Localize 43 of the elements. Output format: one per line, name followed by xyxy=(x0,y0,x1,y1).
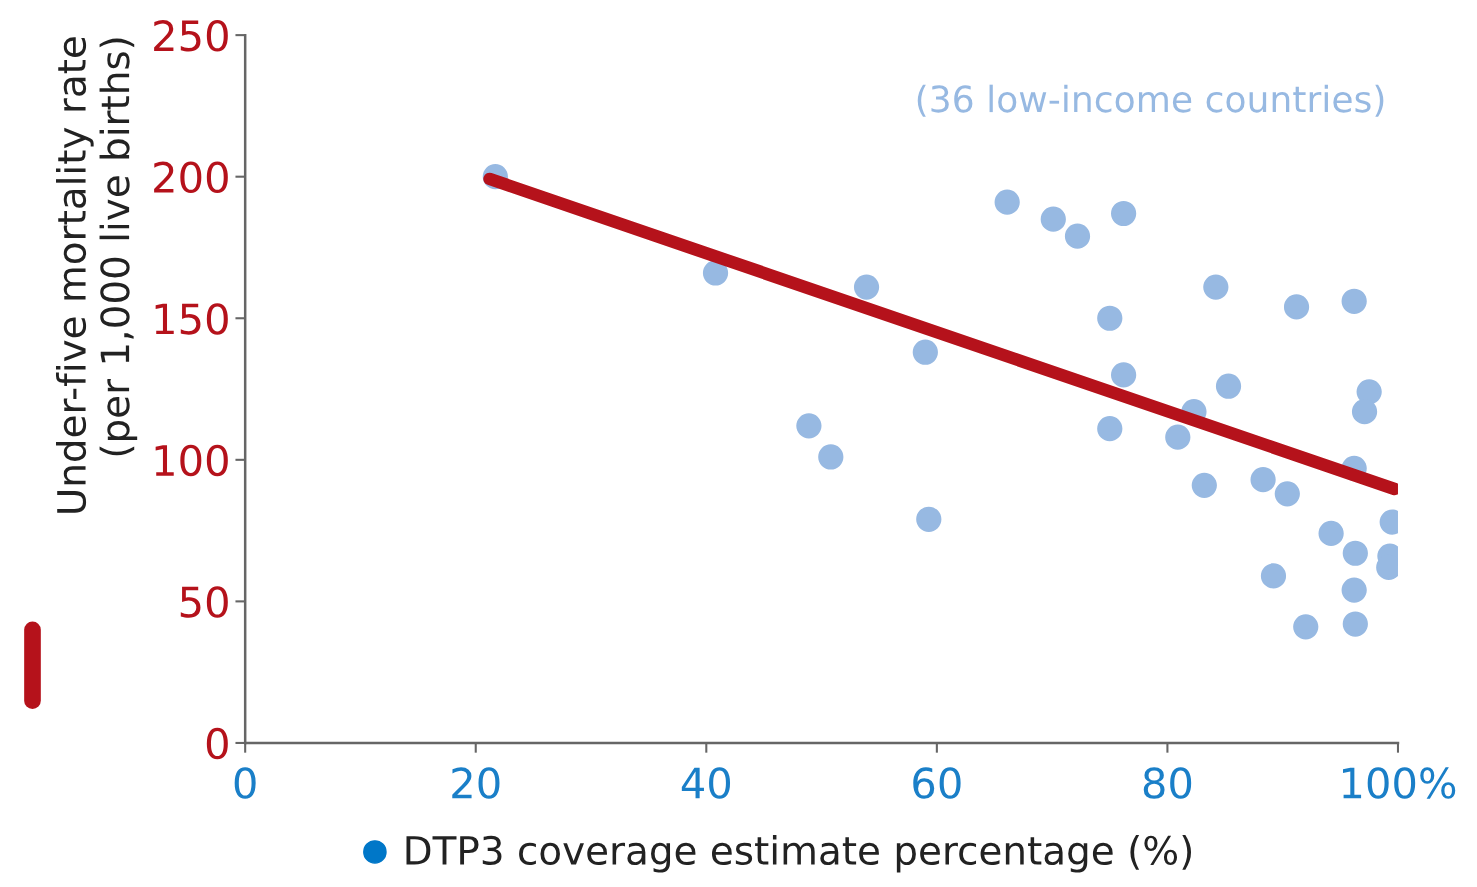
point xyxy=(1111,200,1137,227)
point xyxy=(1318,520,1344,547)
x-tick-label: 80 xyxy=(1143,767,1192,799)
x-axis-title: DTP3 coverage estimate percentage (%) xyxy=(406,834,1192,873)
point xyxy=(912,339,938,365)
point xyxy=(1351,399,1378,425)
point xyxy=(1064,223,1091,249)
y-tick-label: 50 xyxy=(180,586,228,618)
point xyxy=(796,413,822,439)
point xyxy=(1342,611,1368,637)
y-tick-label: 250 xyxy=(154,20,228,52)
point xyxy=(818,444,844,470)
x-tick-label: 100% xyxy=(1343,767,1456,799)
point xyxy=(853,274,880,300)
y-axis-title: Under-five mortality rate (per 1,000 live births) xyxy=(55,37,138,513)
x-tick-label: 40 xyxy=(681,767,731,799)
point xyxy=(1341,577,1367,603)
point xyxy=(1215,373,1242,399)
point xyxy=(994,189,1020,215)
point xyxy=(1341,288,1367,314)
point xyxy=(1283,294,1310,320)
point xyxy=(1274,481,1300,507)
y-tick-label: 100 xyxy=(155,444,228,477)
point xyxy=(1097,416,1123,442)
point xyxy=(1342,540,1368,566)
point xyxy=(1040,206,1066,232)
x-tick-label: 60 xyxy=(913,767,961,799)
y-tick-label: 150 xyxy=(155,303,228,335)
point xyxy=(1250,467,1276,493)
point xyxy=(702,260,729,286)
x-tick-label: 20 xyxy=(452,767,500,799)
point xyxy=(1191,472,1217,498)
point xyxy=(1260,563,1287,589)
annotation: (36 low-income countries) xyxy=(917,84,1384,117)
y-tick-label: 0 xyxy=(206,727,228,760)
point xyxy=(1293,614,1319,640)
point xyxy=(1097,305,1123,331)
point xyxy=(916,506,942,532)
point xyxy=(1111,362,1137,388)
point xyxy=(1165,424,1191,450)
point xyxy=(1203,274,1229,300)
y-tick-label: 200 xyxy=(154,161,228,194)
x-tick-label: 0 xyxy=(234,767,256,799)
